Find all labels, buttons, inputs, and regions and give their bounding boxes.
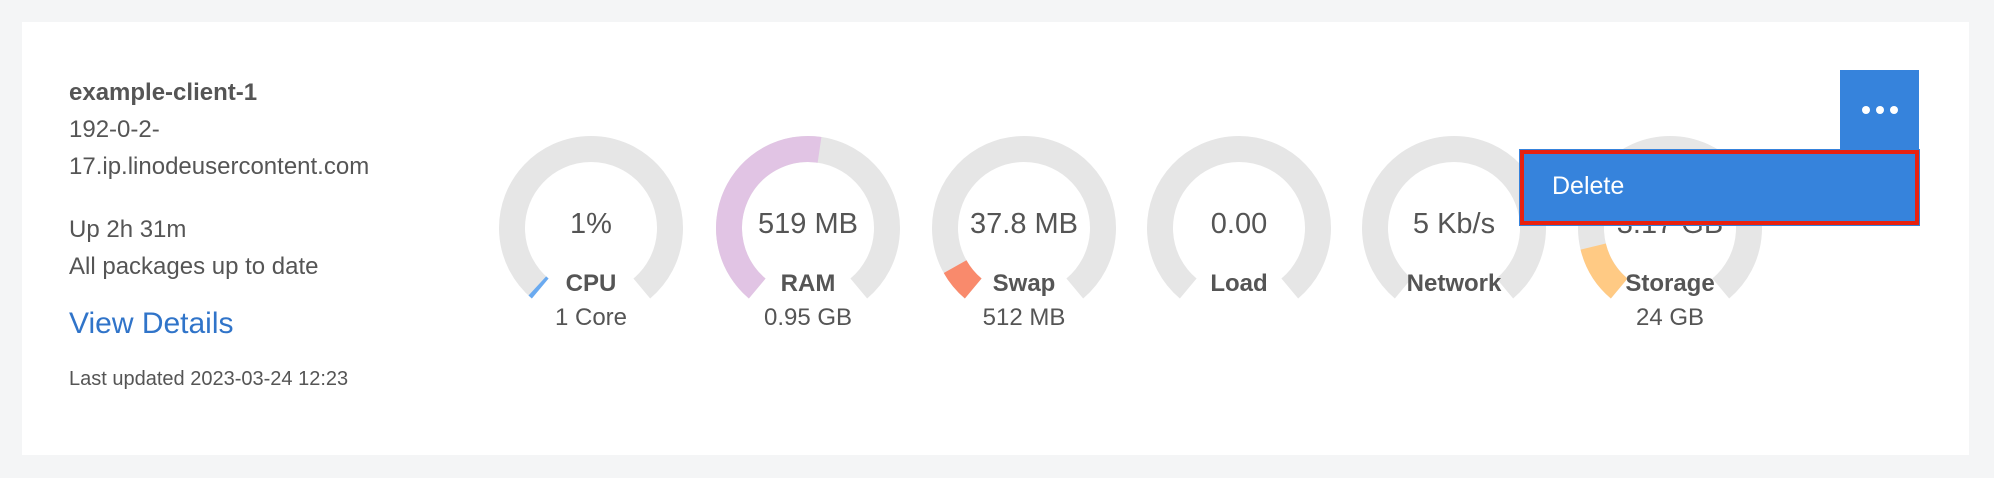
gauge-fill: [716, 136, 822, 299]
client-name: example-client-1: [69, 79, 258, 106]
gauge-track: [1362, 136, 1546, 299]
client-hostname-1: 192-0-2-: [69, 116, 160, 143]
gauge-swap: 37.8 MB Swap 512 MB: [924, 128, 1124, 332]
last-updated: Last updated 2023-03-24 12:23: [69, 368, 349, 390]
gauge-label: Load: [1210, 270, 1268, 297]
gauge-network: 5 Kb/s Network: [1354, 128, 1554, 304]
gauge-track: [499, 136, 683, 299]
gauge-subtext: 512 MB: [982, 304, 1066, 331]
gauge-dial: [1362, 136, 1546, 299]
gauge-track: [1578, 136, 1762, 299]
gauge-label: Storage: [1625, 270, 1715, 297]
actions-menu: Delete: [1520, 150, 1919, 225]
packages-status: All packages up to date: [69, 253, 319, 280]
gauge-fill: [1580, 242, 1628, 299]
gauge-ram: 519 MB RAM 0.95 GB: [708, 128, 908, 332]
gauge-label: Network: [1406, 270, 1502, 297]
more-horizontal-icon: [1861, 106, 1870, 114]
more-horizontal-icon-dot: [1875, 106, 1884, 114]
gauge-value: 519 MB: [758, 208, 858, 240]
client-info: example-client-1 192-0-2- 17.ip.linodeus…: [69, 74, 369, 398]
gauge-dial: [932, 136, 1116, 299]
gauge-value: 1%: [570, 208, 612, 240]
client-card: [22, 22, 1969, 455]
gauge-dial: [716, 136, 900, 299]
gauge-value: 37.8 MB: [970, 208, 1078, 240]
view-details-link[interactable]: View Details: [69, 307, 234, 340]
more-horizontal-icon-dot: [1889, 106, 1898, 114]
gauge-value: 0.00: [1210, 208, 1268, 240]
uptime: Up 2h 31m: [69, 216, 187, 243]
gauge-track: [932, 136, 1116, 299]
gauge-subtext: 24 GB: [1635, 304, 1705, 331]
menu-item-delete[interactable]: Delete: [1552, 172, 1625, 200]
gauge-dial: [499, 136, 683, 299]
gauge-load: 0.00 Load: [1139, 128, 1339, 304]
gauge-fill: [943, 259, 982, 299]
gauge-label: Swap: [992, 270, 1056, 297]
gauge-subtext: 0.95 GB: [763, 304, 853, 331]
gauge-dial: [1578, 136, 1762, 299]
gauge-fill: [528, 276, 549, 299]
gauge-subtext: 1 Core: [554, 304, 628, 331]
gauge-track: [1147, 136, 1331, 299]
gauge-label: RAM: [780, 270, 836, 297]
client-hostname-2: 17.ip.linodeusercontent.com: [69, 153, 370, 180]
more-actions-button[interactable]: [1840, 70, 1919, 150]
gauge-dial: [1147, 136, 1331, 299]
gauge-cpu: 1% CPU 1 Core: [491, 128, 691, 332]
gauge-label: CPU: [565, 270, 617, 297]
gauge-value: 5 Kb/s: [1412, 208, 1496, 240]
